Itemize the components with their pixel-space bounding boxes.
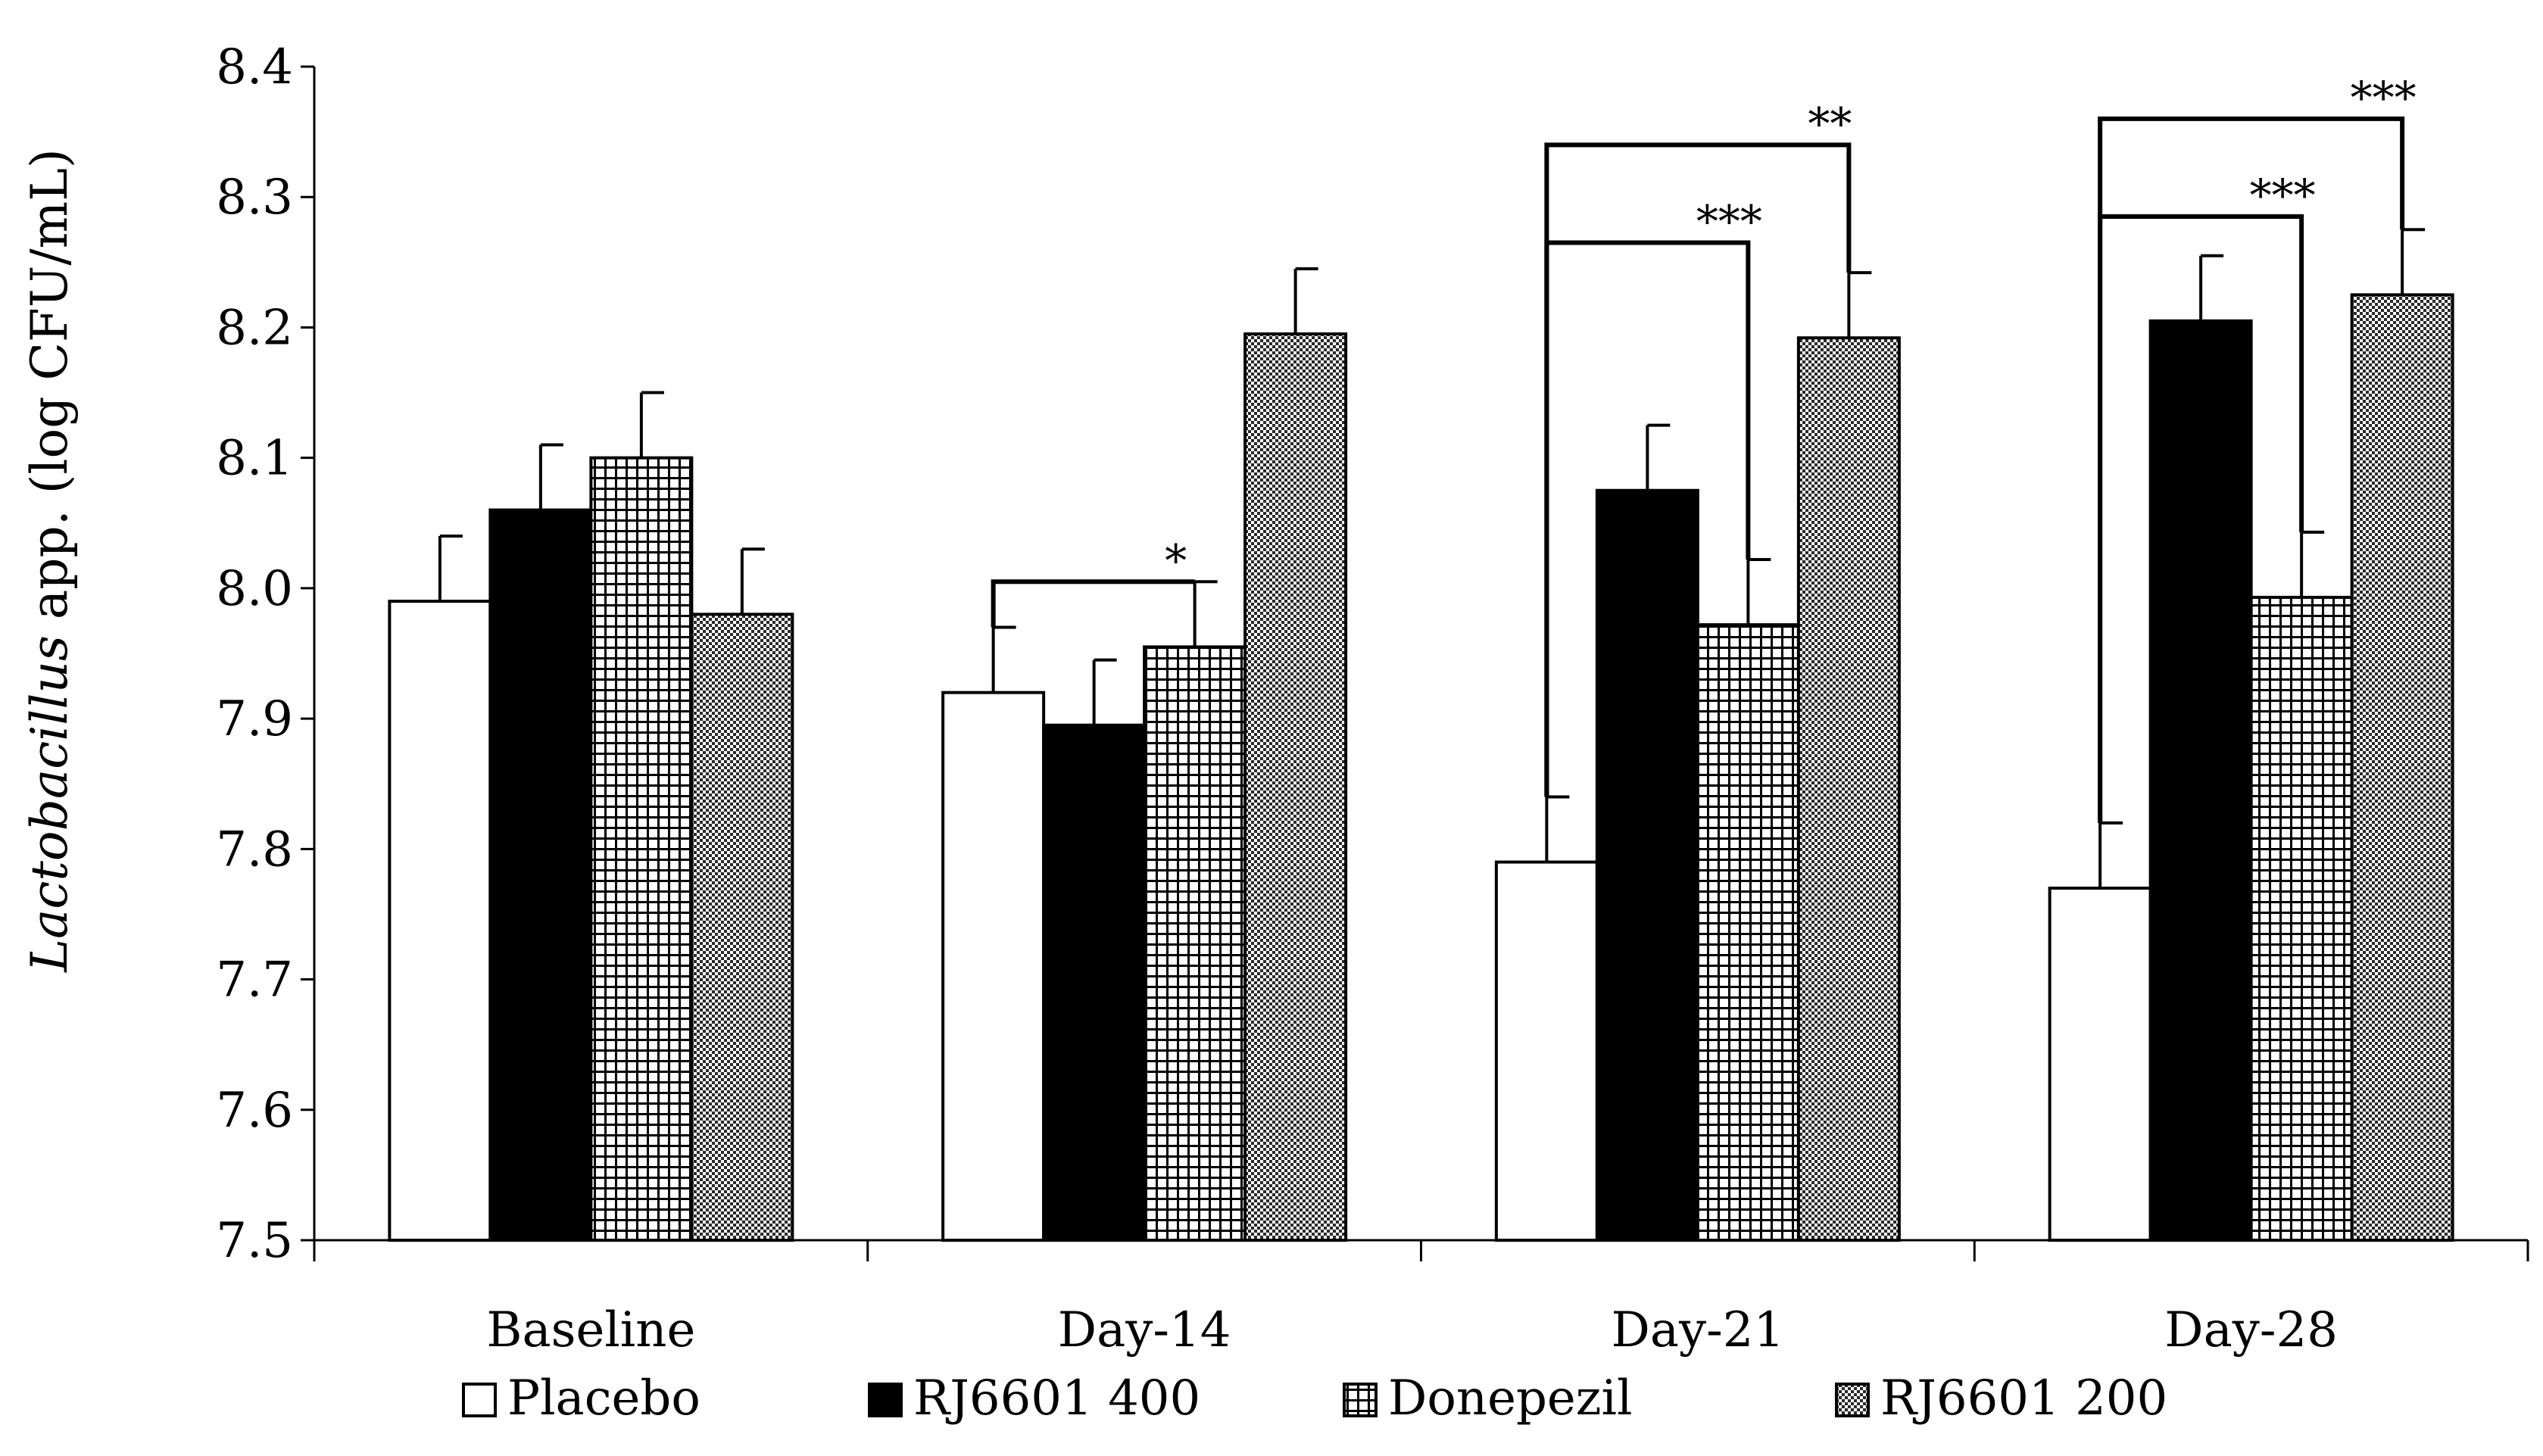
legend-swatch xyxy=(1835,1383,1870,1417)
y-axis-title: Lactobacillus app. (log CFU/mL) xyxy=(20,148,79,973)
error-bars-group xyxy=(438,228,2426,888)
y-axis-title-rest: app. (log CFU/mL) xyxy=(20,148,79,635)
bar xyxy=(2148,319,2253,1242)
legend-label: Donepezil xyxy=(1388,1370,1632,1426)
bar xyxy=(1243,332,1348,1242)
legend: Placebo RJ6601 400 Donepezil RJ6601 200 xyxy=(462,1370,2167,1426)
y-tick-label: 8.0 xyxy=(216,561,293,617)
y-tick-label: 8.4 xyxy=(216,39,293,95)
y-axis: 7.5 7.6 7.7 7.8 7.9 8.0 8.1 8.2 8.3 8.4 xyxy=(216,39,316,1269)
significance-group: ************ xyxy=(991,72,2417,823)
bar xyxy=(1696,623,1800,1242)
y-tick-label: 8.1 xyxy=(216,431,293,487)
bar xyxy=(2350,293,2454,1242)
bar xyxy=(1595,488,1699,1242)
legend-label: RJ6601 400 xyxy=(913,1370,1200,1426)
significance-bracket xyxy=(1544,142,1852,797)
x-category-label: Baseline xyxy=(486,1302,695,1358)
y-tick-label: 8.2 xyxy=(216,300,293,356)
y-tick-label: 8.3 xyxy=(216,170,293,226)
bars-group xyxy=(388,293,2454,1242)
bar xyxy=(1796,336,1901,1242)
bar xyxy=(2249,595,2354,1242)
bar xyxy=(589,456,694,1242)
x-category-label: Day-14 xyxy=(1058,1302,1231,1358)
significance-label: *** xyxy=(1696,196,1762,248)
y-tick-label: 7.9 xyxy=(216,691,293,747)
legend-swatch xyxy=(462,1383,497,1417)
significance-label: *** xyxy=(2250,170,2316,221)
significance-label: * xyxy=(1165,535,1187,586)
significance-label: ** xyxy=(1808,98,1852,149)
x-category-label: Day-21 xyxy=(1612,1302,1785,1358)
legend-swatch xyxy=(1343,1383,1378,1417)
bar xyxy=(1494,860,1599,1242)
x-axis: Baseline Day-14 Day-21 Day-28 xyxy=(313,1239,2529,1358)
y-tick-label: 7.6 xyxy=(216,1083,293,1139)
bar xyxy=(1143,645,1247,1242)
bar xyxy=(2048,887,2152,1242)
legend-label: RJ6601 200 xyxy=(1880,1370,2167,1426)
x-category-label: Day-28 xyxy=(2164,1302,2338,1358)
bar xyxy=(690,613,794,1242)
bar xyxy=(388,600,492,1242)
bar xyxy=(488,508,593,1242)
significance-bracket xyxy=(991,579,1195,628)
y-tick-label: 7.5 xyxy=(216,1213,293,1269)
significance-label: *** xyxy=(2351,72,2417,123)
significance-bracket xyxy=(2098,116,2405,823)
legend-swatch xyxy=(868,1383,903,1417)
bar xyxy=(1042,723,1147,1242)
y-axis-title-italic: Lactobacillus xyxy=(20,635,79,973)
legend-label: Placebo xyxy=(507,1370,700,1426)
y-tick-label: 7.8 xyxy=(216,822,293,878)
bar xyxy=(941,691,1046,1242)
y-tick-label: 7.7 xyxy=(216,952,293,1009)
